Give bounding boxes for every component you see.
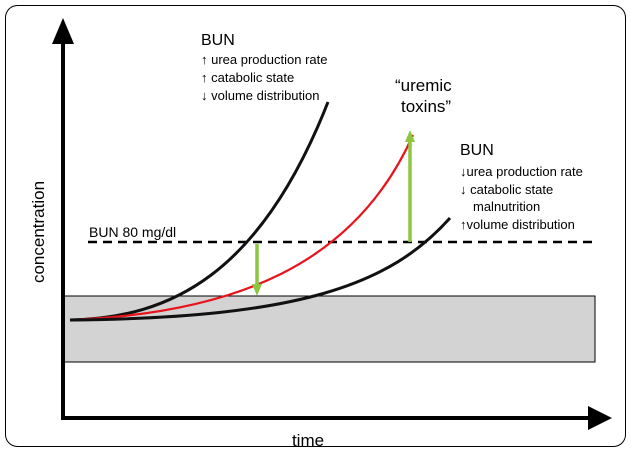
uremic-toxins-line: “uremic [395,76,452,95]
bun-slow-line: malnutrition [473,199,540,214]
x-axis-arrowhead [588,406,612,430]
bun-slow-line: ↓urea production rate [460,164,583,179]
x-axis-label: time [292,431,324,450]
uremic-toxins-line: toxins” [401,97,451,116]
bun-fast-annotation: BUN ↑ urea production rate ↑ catabolic s… [201,32,327,103]
y-axis-label: concentration [29,181,48,283]
bun-fast-title: BUN [201,32,235,49]
bun-slow-line: ↓ catabolic state [460,182,553,197]
bun-slow-curve [69,216,452,322]
bun-fast-line: ↓ volume distribution [201,88,320,103]
uremic-toxins-annotation: “uremic toxins” [395,76,452,116]
y-axis [52,18,74,420]
normal-range-band [62,295,596,363]
bun-slow-title: BUN [460,142,494,159]
bun-slow-line: ↑volume distribution [460,217,575,232]
bun-fast-line: ↑ urea production rate [201,52,327,67]
y-axis-arrowhead [52,18,74,44]
bun-slow-annotation: BUN ↓urea production rate ↓ catabolic st… [460,142,583,232]
bun-fast-line: ↑ catabolic state [201,70,294,85]
toxin-curve [69,134,415,322]
x-axis [61,406,612,430]
reference-line-label: BUN 80 mg/dl [89,224,176,240]
